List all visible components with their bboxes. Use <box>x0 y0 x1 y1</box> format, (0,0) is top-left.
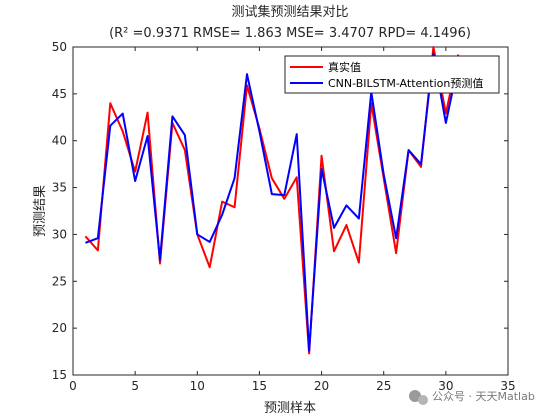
x-tick-label: 5 <box>131 379 139 393</box>
y-tick-label: 25 <box>52 274 67 288</box>
y-axis-label: 预测结果 <box>33 185 48 237</box>
legend-label-1: 真实值 <box>328 60 361 74</box>
chart-title: 测试集预测结果对比 <box>231 4 348 20</box>
x-tick-label: 0 <box>69 379 77 393</box>
y-tick-label: 45 <box>52 87 67 101</box>
wechat-icon <box>409 390 428 405</box>
y-tick-label: 30 <box>52 227 67 241</box>
legend-label-2: CNN-BILSTM-Attention预测值 <box>328 77 483 90</box>
legend-box <box>284 55 500 94</box>
y-tick-label: 50 <box>52 40 67 54</box>
series-line-1 <box>84 46 460 355</box>
x-tick-label: 10 <box>190 379 205 393</box>
x-axis-label: 预测样本 <box>264 401 316 416</box>
y-tick-label: 20 <box>52 321 67 335</box>
chart-subtitle: (R² =0.9371 RMSE= 1.863 MSE= 3.4707 RPD=… <box>109 26 471 41</box>
watermark-text: 公众号 · 天天Matlab <box>432 390 535 403</box>
x-tick-label: 15 <box>252 379 267 393</box>
y-tick-label: 15 <box>52 368 67 382</box>
x-tick-label: 35 <box>500 379 515 393</box>
x-tick-label: 20 <box>314 379 329 393</box>
x-tick-label: 25 <box>376 379 391 393</box>
axes-box <box>72 46 509 376</box>
watermark: 公众号 · 天天Matlab <box>409 390 535 405</box>
y-tick-label: 35 <box>52 181 67 195</box>
legend: 真实值 CNN-BILSTM-Attention预测值 <box>284 55 500 94</box>
plot-area: 0 5 10 15 20 25 30 35 15 20 25 30 35 40 45 50 <box>52 40 516 393</box>
series-line-2 <box>85 52 460 352</box>
y-tick-label: 40 <box>52 134 67 148</box>
x-tick-label: 30 <box>438 379 453 393</box>
